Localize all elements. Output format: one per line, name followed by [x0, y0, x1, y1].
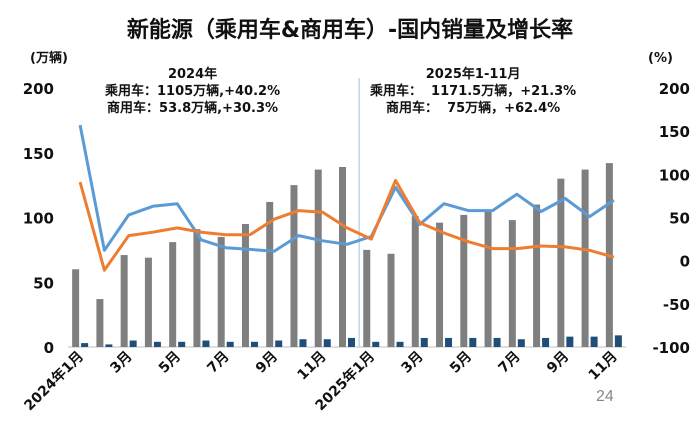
annotation-2024-commercial: 商用车：53.8万辆,+30.3% — [107, 101, 279, 116]
bar-passenger — [533, 204, 541, 347]
annotation-2024-year: 2024年 — [167, 67, 218, 82]
bar-passenger — [508, 220, 516, 347]
bar-passenger — [169, 242, 177, 347]
x-tick-label: 5月 — [156, 349, 184, 377]
bar-passenger — [241, 223, 249, 347]
y-right-tick-label: 200 — [659, 80, 690, 98]
bar-commercial — [372, 341, 380, 347]
bar-passenger — [72, 269, 80, 347]
annotation-2025-period: 2025年1-11月 — [425, 67, 521, 82]
bar-commercial — [614, 335, 622, 347]
y-left-axis-label: (万辆) — [30, 50, 68, 66]
line-series-blue — [78, 124, 615, 253]
bar-commercial — [590, 336, 598, 347]
x-tick-label: 9月 — [253, 349, 281, 377]
bar-commercial — [81, 343, 89, 347]
y-right-tick-label: -50 — [663, 296, 690, 314]
bar-commercial — [226, 341, 234, 347]
annotation-2025-passenger: 乘用车： 1171.5万辆，+21.3% — [370, 84, 577, 99]
x-tick-label: 7月 — [204, 349, 232, 377]
bar-passenger — [460, 214, 468, 347]
bar-passenger — [120, 255, 128, 347]
y-right-tick-label: 50 — [669, 210, 690, 228]
x-tick-label: 9月 — [544, 349, 572, 377]
line-series-orange — [78, 178, 615, 272]
bar-commercial — [299, 339, 307, 347]
y-left-tick-label: 50 — [33, 274, 54, 292]
bar-commercial — [566, 336, 574, 347]
bar-commercial — [420, 337, 428, 347]
bar-passenger — [290, 185, 298, 347]
y-right-tick-label: 150 — [659, 123, 690, 141]
y-left-tick-label: 100 — [23, 210, 54, 228]
bar-passenger — [387, 253, 395, 347]
bar-commercial — [493, 337, 501, 347]
y-right-tick-label: -100 — [652, 339, 690, 357]
bar-commercial — [105, 344, 113, 347]
y-right-tick-label: 0 — [680, 253, 690, 271]
bar-commercial — [469, 337, 477, 347]
y-right-axis-label: (%) — [648, 51, 673, 66]
bar-commercial — [202, 340, 210, 347]
bar-commercial — [153, 341, 161, 347]
bar-commercial — [178, 341, 186, 347]
x-tick-label: 2024年1月 — [21, 348, 87, 414]
bar-passenger — [581, 169, 589, 347]
annotation-2025-commercial: 商用车： 75万辆，+62.4% — [386, 101, 561, 116]
x-tick-label: 11月 — [586, 349, 621, 384]
y-left-tick-label: 150 — [23, 145, 54, 163]
annotation-2024-passenger: 乘用车：1105万辆,+40.2% — [105, 84, 281, 99]
bar-passenger — [193, 229, 201, 347]
bar-commercial — [250, 341, 258, 347]
annotation-2024: 2024年 乘用车：1105万辆,+40.2% 商用车：53.8万辆,+30.3… — [105, 66, 280, 117]
x-tick-label: 5月 — [447, 349, 475, 377]
bar-commercial — [517, 339, 525, 347]
bar-passenger — [484, 209, 492, 347]
bar-passenger — [217, 236, 225, 347]
bar-commercial — [348, 337, 355, 347]
bar-commercial — [445, 337, 453, 347]
bar-passenger — [144, 257, 152, 347]
x-tick-label: 3月 — [399, 349, 427, 377]
bar-commercial — [542, 337, 550, 347]
bar-passenger — [339, 166, 346, 347]
bar-passenger — [96, 299, 104, 347]
annotation-2025: 2025年1-11月 乘用车： 1171.5万辆，+21.3% 商用车： 75万… — [370, 66, 576, 117]
y-left-tick-label: 0 — [44, 339, 54, 357]
x-tick-label: 11月 — [295, 349, 330, 384]
bar-passenger — [266, 201, 274, 347]
y-right-tick-label: 100 — [659, 166, 690, 184]
bar-passenger — [314, 169, 322, 347]
bar-passenger — [411, 216, 419, 347]
x-tick-label: 7月 — [496, 349, 524, 377]
bar-commercial — [323, 339, 331, 347]
bar-commercial — [129, 340, 137, 347]
chart-title: 新能源（乘用车&商用车）-国内销量及增长率 — [126, 18, 574, 43]
bar-commercial — [275, 340, 283, 347]
bar-passenger — [363, 249, 371, 347]
bar-passenger — [436, 222, 444, 347]
y-left-tick-label: 200 — [23, 80, 54, 98]
page-number: 24 — [596, 388, 614, 405]
x-tick-label: 3月 — [107, 349, 135, 377]
bar-commercial — [396, 341, 404, 347]
bar-passenger — [557, 178, 565, 347]
